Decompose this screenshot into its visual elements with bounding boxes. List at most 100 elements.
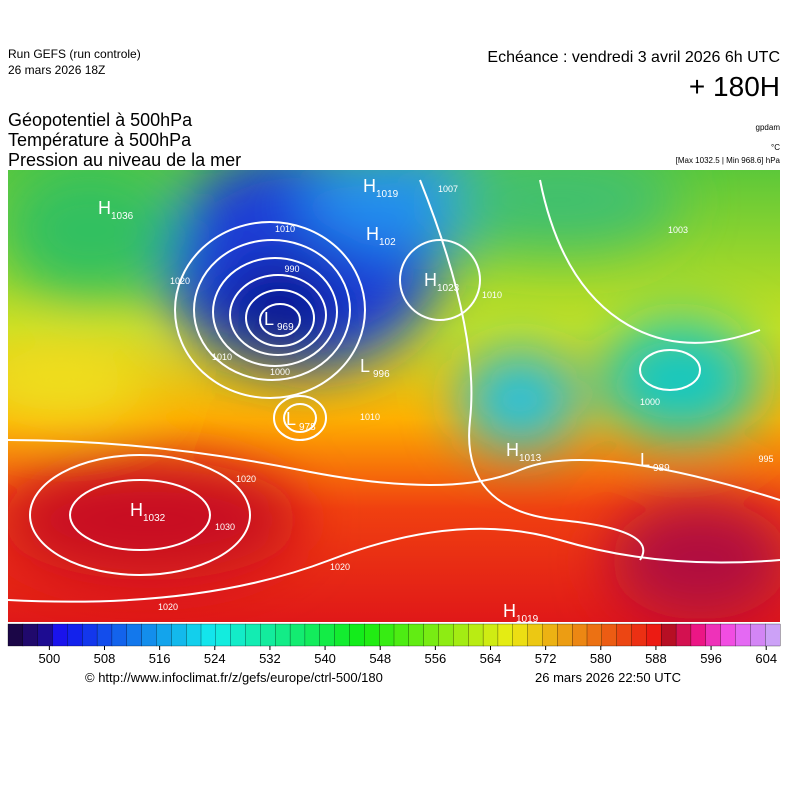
colorbar-swatch: [616, 623, 632, 647]
colorbar-swatch: [22, 623, 39, 647]
colorbar-swatch: [482, 623, 499, 647]
unit: °C: [771, 143, 780, 152]
center-value: 989: [653, 463, 670, 474]
colorbar-swatch: [379, 623, 395, 647]
center-kind: H: [363, 176, 376, 196]
center-kind: H: [503, 601, 516, 621]
title: Température à 500hPa: [8, 130, 192, 150]
colorbar-swatch: [230, 623, 246, 647]
colorbar-swatch: [349, 623, 365, 647]
colorbar-swatch: [215, 623, 232, 647]
colorbar-swatch: [260, 623, 276, 647]
isobar-label: 1010: [212, 352, 232, 362]
isobar-label: 1030: [215, 522, 235, 532]
colorbar-swatch: [289, 623, 306, 647]
title: Pression au niveau de la mer: [8, 150, 241, 170]
colorbar-swatch: [37, 623, 53, 647]
colorbar-swatch: [438, 623, 454, 647]
colorbar-swatch: [304, 623, 321, 647]
colorbar-swatch: [631, 623, 647, 647]
colorbar-tick-label: 500: [39, 651, 61, 666]
isobar-label: 1010: [360, 412, 380, 422]
center-kind: H: [506, 440, 519, 460]
colorbar-swatch: [200, 623, 217, 647]
colorbar-swatch: [601, 623, 618, 647]
colorbar-tick-label: 564: [480, 651, 502, 666]
colorbar-swatch: [557, 623, 573, 647]
colorbar-tick-label: 532: [259, 651, 281, 666]
center-value: 1019: [516, 614, 539, 625]
colorbar-swatch: [542, 623, 558, 647]
colorbar-tick-label: 508: [94, 651, 116, 666]
run-label: Run GEFS (run controle): [8, 47, 141, 61]
center-value: 978: [299, 422, 316, 433]
colorbar-swatch: [720, 623, 736, 647]
center-value: 1019: [376, 189, 399, 200]
colorbar-tick-label: 516: [149, 651, 171, 666]
colorbar-tick-label: 596: [700, 651, 722, 666]
footer-issued: 26 mars 2026 22:50 UTC: [535, 670, 681, 685]
isobar-label: 1010: [482, 290, 502, 300]
colorbar-swatch: [111, 623, 128, 647]
colorbar-swatch: [675, 623, 692, 647]
colorbar-swatch: [245, 623, 261, 647]
colorbar-swatch: [334, 623, 350, 647]
center-kind: L: [286, 409, 296, 429]
colorbar-swatch: [393, 623, 410, 647]
colorbar-swatch: [527, 623, 543, 647]
center-value: 102: [379, 237, 396, 248]
center-value: 969: [277, 322, 294, 333]
isobar-label: 1020: [158, 602, 178, 612]
colorbar-swatch: [705, 623, 722, 647]
colorbar-tick-label: 548: [369, 651, 391, 666]
center-value: 1023: [437, 283, 460, 294]
colorbar-swatch: [171, 623, 187, 647]
isobars: [8, 179, 780, 603]
center-kind: L: [360, 356, 370, 376]
colorbar-swatch: [512, 623, 529, 647]
colorbar-swatch: [67, 623, 83, 647]
center-kind: L: [264, 309, 274, 329]
colorbar-swatch: [572, 623, 588, 647]
colorbar-swatch: [186, 623, 202, 647]
field-blobs: [8, 170, 780, 620]
run-date: 26 mars 2026 18Z: [8, 63, 105, 77]
colorbar-swatch: [497, 623, 514, 647]
colorbar-swatch: [765, 623, 781, 647]
colorbar-swatch: [319, 623, 336, 647]
colorbar-swatch: [468, 623, 484, 647]
title: Géopotentiel à 500hPa: [8, 110, 193, 130]
colorbar-swatch: [646, 623, 662, 647]
colorbar-swatch: [275, 623, 291, 647]
footer-url: © http://www.infoclimat.fr/z/gefs/europe…: [85, 670, 383, 685]
colorbar-swatch: [423, 623, 439, 647]
colorbar-swatch: [750, 623, 766, 647]
valid-time: Echéance : vendredi 3 avril 2026 6h UTC: [487, 49, 780, 66]
colorbar-tick-label: 588: [645, 651, 667, 666]
colorbar-tick-label: 604: [755, 651, 777, 666]
colorbar-swatch: [141, 623, 157, 647]
isobar-label: 1020: [170, 276, 190, 286]
center-value: 996: [373, 369, 390, 380]
colorbar-swatch: [126, 623, 143, 647]
isobar-label: 1020: [236, 474, 256, 484]
colorbar-tick-label: 556: [425, 651, 447, 666]
isobar-label: 990: [284, 264, 299, 274]
isobar-label: 1020: [330, 562, 350, 572]
colorbar-tick-label: 540: [314, 651, 336, 666]
colorbar-swatch: [661, 623, 677, 647]
center-kind: H: [424, 270, 437, 290]
center-value: 1013: [519, 453, 542, 464]
colorbar-tick-label: 580: [590, 651, 612, 666]
isobar-label: 1007: [438, 184, 458, 194]
colorbar-swatch: [453, 623, 469, 647]
center-kind: H: [98, 198, 111, 218]
colorbar-swatch: [586, 623, 603, 647]
lead-time: + 180H: [689, 71, 780, 102]
colorbar-swatch: [364, 623, 380, 647]
isobar-label: 1010: [275, 224, 295, 234]
center-kind: L: [640, 450, 650, 470]
isobar-label: 1000: [640, 397, 660, 407]
colorbar-swatch: [52, 623, 68, 647]
